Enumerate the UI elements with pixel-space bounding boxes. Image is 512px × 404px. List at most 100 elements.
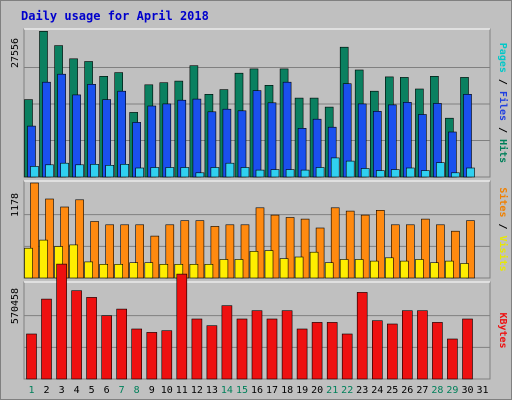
bar-visits-21 — [330, 207, 340, 279]
bar-visits-16 — [255, 207, 265, 279]
legend-entry-pages: Pages — [497, 43, 508, 79]
bar-pages-2 — [45, 164, 54, 178]
bar-sites-26 — [399, 260, 409, 279]
x-tick-label-5: 5 — [89, 385, 95, 396]
bar-kbytes-1 — [26, 333, 37, 380]
x-tick-label-2: 2 — [43, 385, 49, 396]
bar-visits-29 — [451, 230, 460, 279]
bar-sites-30 — [460, 263, 469, 279]
bar-sites-19 — [294, 256, 304, 279]
bar-kbytes-28 — [432, 322, 443, 380]
bar-files-16 — [252, 90, 262, 178]
bar-files-10 — [162, 103, 172, 178]
x-tick-label-28: 28 — [431, 385, 443, 396]
x-tick-label-31: 31 — [476, 385, 488, 396]
legend-entry-: / — [497, 79, 508, 91]
x-tick-label-25: 25 — [386, 385, 398, 396]
bar-visits-2 — [45, 198, 54, 279]
bar-visits-10 — [165, 224, 175, 279]
bar-kbytes-17 — [266, 318, 278, 380]
x-tick-label-9: 9 — [149, 385, 155, 396]
legend-entry-hits: Hits — [497, 139, 509, 163]
x-tick-label-13: 13 — [206, 385, 218, 396]
legend-entry-files: Files — [497, 91, 509, 127]
bar-visits-25 — [390, 224, 400, 279]
bar-pages-21 — [330, 157, 340, 178]
bar-files-5 — [87, 84, 96, 178]
bar-kbytes-18 — [281, 310, 293, 380]
bar-files-3 — [57, 73, 66, 178]
bar-visits-6 — [105, 224, 114, 279]
bar-sites-6 — [99, 263, 108, 279]
bar-sites-4 — [69, 244, 78, 279]
bar-kbytes-23 — [356, 292, 368, 380]
bar-kbytes-6 — [101, 315, 112, 380]
bar-visits-14 — [225, 224, 235, 279]
bar-pages-16 — [255, 169, 265, 178]
bar-files-2 — [42, 81, 51, 178]
bar-visits-5 — [90, 221, 99, 279]
bar-sites-24 — [369, 260, 379, 279]
x-tick-label-20: 20 — [311, 385, 323, 396]
bar-files-11 — [177, 99, 187, 178]
bar-sites-7 — [114, 263, 123, 279]
x-tick-label-21: 21 — [326, 385, 338, 396]
bar-kbytes-24 — [371, 320, 383, 380]
bar-kbytes-11 — [176, 273, 188, 380]
bar-kbytes-29 — [447, 338, 458, 380]
x-tick-label-12: 12 — [191, 385, 203, 396]
bar-kbytes-13 — [206, 325, 218, 380]
x-tick-label-4: 4 — [74, 385, 80, 396]
x-tick-label-6: 6 — [104, 385, 110, 396]
bar-files-25 — [387, 104, 397, 178]
bar-sites-12 — [189, 263, 199, 279]
bar-sites-23 — [354, 259, 364, 279]
legend-entry-sites: Sites — [497, 187, 509, 223]
x-tick-label-16: 16 — [251, 385, 263, 396]
x-tick-label-26: 26 — [401, 385, 413, 396]
bar-pages-1 — [30, 166, 39, 178]
bar-pages-14 — [225, 162, 235, 178]
legend-entry-visits: Visits — [497, 236, 509, 272]
bar-pages-20 — [315, 167, 325, 178]
bar-kbytes-25 — [386, 323, 398, 380]
bar-sites-28 — [430, 262, 439, 279]
x-tick-label-17: 17 — [266, 385, 278, 396]
bar-visits-15 — [240, 224, 250, 279]
bar-sites-5 — [84, 261, 93, 279]
bar-sites-13 — [204, 263, 214, 279]
bar-visits-8 — [135, 224, 144, 279]
bar-pages-30 — [466, 167, 475, 178]
bar-kbytes-4 — [71, 290, 82, 380]
bar-files-17 — [267, 102, 277, 178]
bar-kbytes-22 — [341, 333, 353, 380]
bar-pages-10 — [165, 167, 175, 178]
bar-pages-25 — [390, 169, 400, 178]
x-tick-label-29: 29 — [446, 385, 458, 396]
bar-files-24 — [372, 111, 382, 178]
bar-sites-2 — [39, 239, 48, 279]
bar-pages-29 — [451, 172, 460, 178]
bar-kbytes-14 — [221, 305, 233, 380]
bar-kbytes-10 — [161, 330, 173, 380]
bar-kbytes-7 — [116, 308, 127, 380]
x-tick-label-15: 15 — [236, 385, 248, 396]
kbytes_panel-ytick-label: 570458 — [10, 288, 21, 324]
bar-pages-18 — [285, 169, 295, 178]
bar-pages-26 — [405, 167, 415, 178]
x-tick-label-24: 24 — [371, 385, 383, 396]
x-tick-label-1: 1 — [28, 385, 34, 396]
bar-kbytes-26 — [401, 310, 413, 380]
hits_panel-legend: Pages / Files / Hits — [497, 43, 509, 163]
bar-pages-17 — [270, 169, 280, 178]
bar-kbytes-19 — [296, 328, 308, 380]
bar-kbytes-27 — [417, 310, 428, 380]
bar-files-18 — [282, 81, 292, 178]
bar-kbytes-8 — [131, 328, 142, 380]
bar-sites-29 — [445, 260, 454, 279]
bar-files-23 — [357, 103, 367, 178]
bar-pages-19 — [300, 169, 310, 178]
bar-visits-7 — [120, 224, 129, 279]
x-tick-label-18: 18 — [281, 385, 293, 396]
